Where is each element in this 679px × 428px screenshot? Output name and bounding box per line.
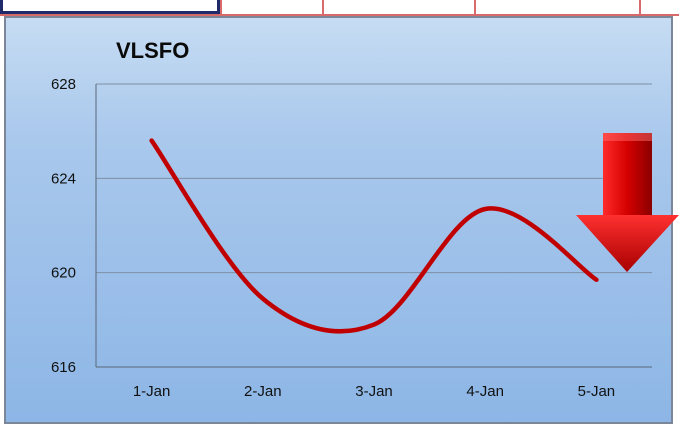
series-line [149,138,599,334]
header-cell[interactable] [639,0,679,14]
header-cell[interactable] [322,0,474,14]
spreadsheet-header-strip [0,0,679,16]
arrow-shaft [603,133,652,215]
x-tick-label: 3-Jan [355,383,393,400]
y-tick-label: 628 [51,76,76,93]
y-tick-label: 616 [51,359,76,376]
y-tick-label: 624 [51,170,76,187]
x-tick-label: 1-Jan [133,383,171,400]
x-tick-label: 4-Jan [466,383,504,400]
header-cell[interactable] [220,0,322,14]
x-tick-label: 5-Jan [578,383,616,400]
trend-down-arrow-icon [576,133,679,272]
arrow-head [576,215,679,272]
x-tick-label: 2-Jan [244,383,282,400]
chart-title: VLSFO [116,38,190,63]
selected-cell[interactable] [0,0,220,14]
y-tick-label: 620 [51,265,76,282]
header-cell[interactable] [474,0,639,14]
arrow-highlight [603,133,652,141]
